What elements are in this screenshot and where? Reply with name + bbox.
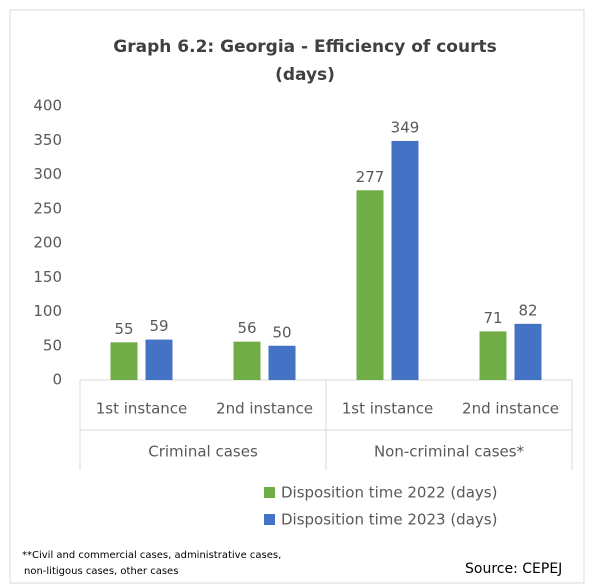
data-label: 56 <box>237 319 256 337</box>
legend-swatch <box>264 514 275 525</box>
x-tick-label: 1st instance <box>342 400 434 418</box>
footnote: non-litigous cases, other cases <box>24 566 178 577</box>
data-label: 82 <box>518 301 537 319</box>
y-tick-label: 150 <box>33 268 62 286</box>
x-tick-label: 2nd instance <box>216 400 313 418</box>
y-tick-label: 250 <box>33 199 62 217</box>
legend-swatch <box>264 487 275 498</box>
data-label: 50 <box>272 323 291 341</box>
y-tick-label: 100 <box>33 302 62 320</box>
y-tick-label: 0 <box>52 371 62 389</box>
bar <box>145 339 173 380</box>
data-label: 349 <box>391 118 420 136</box>
bar <box>356 190 384 380</box>
chart-subtitle: (days) <box>275 65 335 85</box>
data-label: 55 <box>114 320 133 338</box>
bar <box>268 345 296 380</box>
chart-frame <box>9 9 585 584</box>
y-tick-label: 350 <box>33 131 62 149</box>
x-tick-label: 2nd instance <box>462 400 559 418</box>
bar <box>391 140 419 380</box>
y-tick-label: 400 <box>33 97 62 115</box>
group-label: Non-criminal cases* <box>374 443 525 461</box>
x-tick-label: 1st instance <box>96 400 188 418</box>
chart-title: Graph 6.2: Georgia - Efficiency of court… <box>113 37 496 57</box>
data-label: 71 <box>483 309 502 327</box>
source: Source: CEPEJ <box>465 561 562 577</box>
bar <box>110 342 138 380</box>
data-label: 59 <box>149 317 168 335</box>
bar <box>514 323 542 380</box>
y-tick-label: 200 <box>33 234 62 252</box>
footnote: **Civil and commercial cases, administra… <box>22 550 281 561</box>
legend-label: Disposition time 2023 (days) <box>281 511 497 529</box>
bar <box>233 341 261 380</box>
group-label: Criminal cases <box>148 443 258 461</box>
y-tick-label: 50 <box>43 336 62 354</box>
y-tick-label: 300 <box>33 165 62 183</box>
legend-label: Disposition time 2022 (days) <box>281 484 497 502</box>
bar <box>479 331 507 380</box>
data-label: 277 <box>356 168 385 186</box>
